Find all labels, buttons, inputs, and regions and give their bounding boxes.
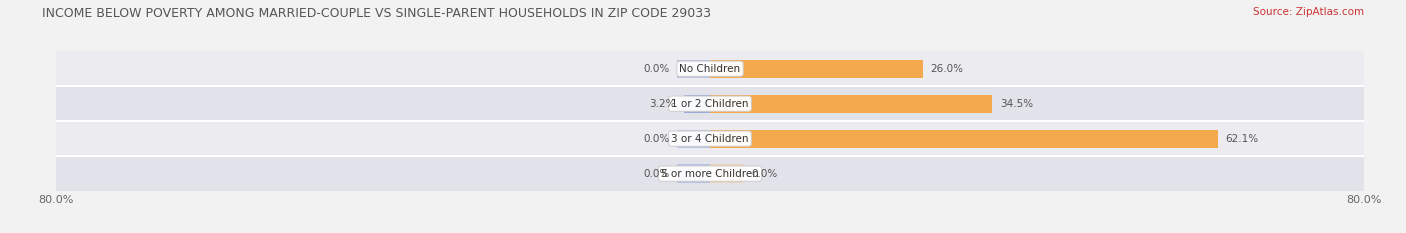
Text: 26.0%: 26.0% [931, 64, 963, 74]
Text: Source: ZipAtlas.com: Source: ZipAtlas.com [1253, 7, 1364, 17]
Text: 1 or 2 Children: 1 or 2 Children [671, 99, 749, 109]
Bar [710, 95, 993, 113]
Text: 3 or 4 Children: 3 or 4 Children [671, 134, 749, 144]
Text: 0.0%: 0.0% [643, 169, 669, 178]
Text: 0.0%: 0.0% [643, 64, 669, 74]
Bar [56, 156, 1364, 191]
Bar [56, 121, 1364, 156]
Bar [56, 51, 1364, 86]
Bar [710, 130, 1218, 148]
Bar [683, 95, 710, 113]
Text: 0.0%: 0.0% [643, 134, 669, 144]
Bar [710, 164, 742, 183]
Text: 0.0%: 0.0% [751, 169, 778, 178]
Bar [678, 60, 710, 78]
Text: 62.1%: 62.1% [1226, 134, 1258, 144]
Text: No Children: No Children [679, 64, 741, 74]
Text: 34.5%: 34.5% [1000, 99, 1033, 109]
Text: 5 or more Children: 5 or more Children [661, 169, 759, 178]
Bar [678, 164, 710, 183]
Text: 3.2%: 3.2% [650, 99, 676, 109]
Bar [56, 86, 1364, 121]
Bar [710, 60, 922, 78]
Bar [678, 130, 710, 148]
Text: INCOME BELOW POVERTY AMONG MARRIED-COUPLE VS SINGLE-PARENT HOUSEHOLDS IN ZIP COD: INCOME BELOW POVERTY AMONG MARRIED-COUPL… [42, 7, 711, 20]
